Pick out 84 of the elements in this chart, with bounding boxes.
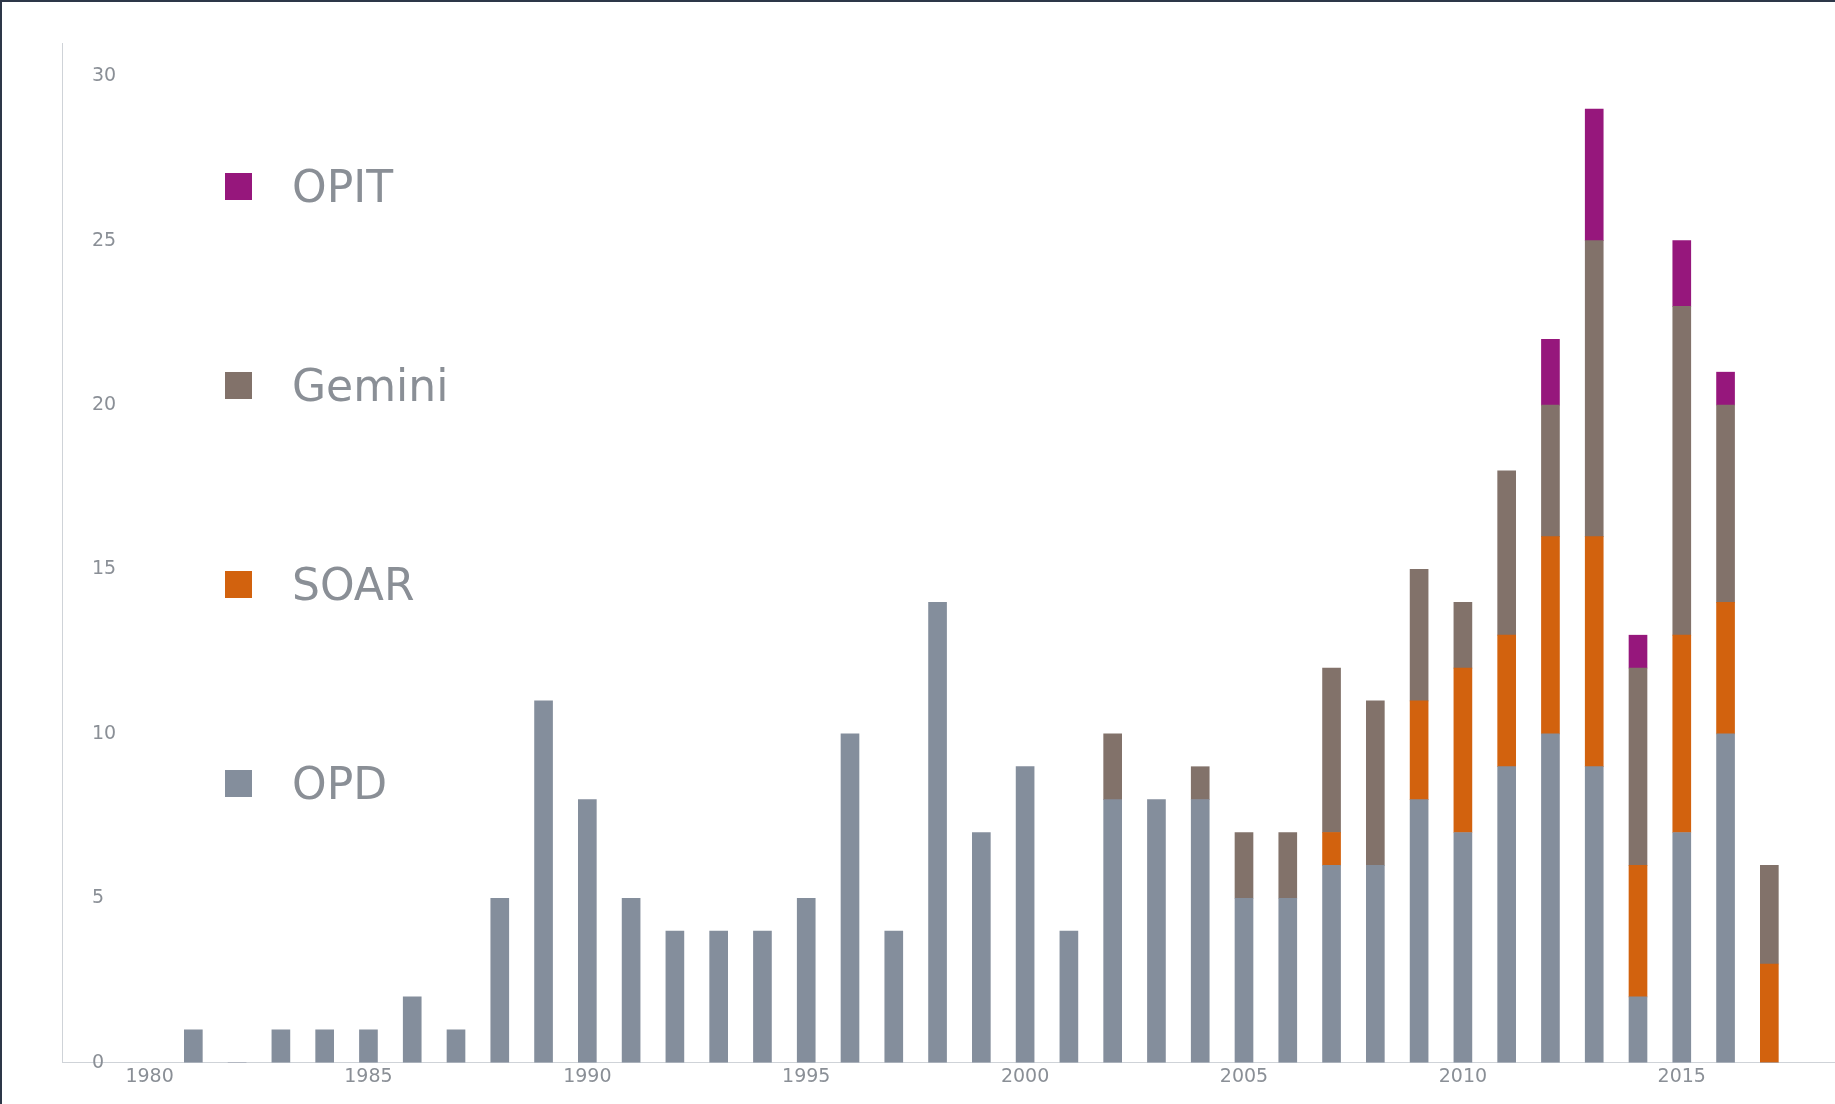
bar [1628, 634, 1648, 669]
bar [1541, 338, 1560, 406]
bar [1190, 766, 1210, 800]
y-tick-label: 30 [92, 63, 117, 86]
x-tick-label: 1980 [125, 1063, 174, 1086]
bar [1234, 897, 1254, 1063]
bar [621, 897, 641, 1063]
bar [1716, 601, 1735, 735]
bar [928, 601, 947, 1063]
bar [1409, 799, 1429, 1063]
bar [271, 1029, 291, 1063]
bar [1541, 404, 1560, 537]
bar [1103, 733, 1122, 800]
bar [490, 897, 510, 1063]
bar [1015, 766, 1035, 1063]
bar [1760, 963, 1779, 1063]
bar [840, 733, 860, 1063]
x-tick-label: 2005 [1219, 1063, 1269, 1086]
bar [1103, 799, 1122, 1063]
bar [1628, 865, 1648, 998]
bar [1453, 832, 1473, 1063]
bar [972, 832, 991, 1063]
bar [1497, 470, 1516, 636]
bar [402, 996, 422, 1063]
legend-label: SOAR [292, 559, 415, 611]
bar [315, 1029, 334, 1063]
bar [1760, 865, 1779, 965]
bar [446, 1029, 466, 1063]
bar [1234, 832, 1254, 899]
bar [1672, 634, 1692, 833]
bar [1584, 108, 1604, 241]
y-tick-label: 25 [92, 227, 117, 250]
x-tick-label: 1995 [782, 1063, 831, 1086]
bar [1322, 832, 1341, 866]
bar [1366, 865, 1385, 1063]
x-tick-label: 2000 [1000, 1063, 1050, 1086]
legend-label: OPD [292, 758, 388, 810]
bar [1278, 897, 1298, 1063]
legend-label: OPIT [292, 161, 394, 213]
bar [1584, 536, 1604, 768]
bar [1628, 996, 1648, 1063]
x-tick-label: 2010 [1438, 1063, 1488, 1086]
bar [1278, 832, 1298, 899]
bar [1672, 240, 1692, 307]
bar [578, 799, 597, 1063]
bar [1059, 930, 1079, 1063]
bar [1672, 306, 1692, 636]
x-tick-label: 1985 [344, 1063, 393, 1086]
bar [1584, 240, 1604, 537]
bar [665, 930, 685, 1063]
bar [1716, 404, 1735, 603]
bar [1716, 371, 1735, 406]
bar [1497, 766, 1516, 1063]
bar [1366, 700, 1385, 866]
bar [1541, 733, 1560, 1063]
bar [1453, 667, 1473, 833]
bar [1409, 569, 1429, 702]
x-tick-label: 2015 [1657, 1063, 1706, 1086]
bar [359, 1029, 378, 1063]
bar [1190, 799, 1210, 1063]
bar [709, 930, 728, 1063]
bar [1716, 733, 1735, 1063]
y-tick-label: 0 [92, 1049, 105, 1072]
bar [1147, 799, 1166, 1063]
y-tick-label: 15 [92, 556, 117, 579]
legend-label: Gemini [292, 360, 449, 412]
bar [1409, 700, 1429, 800]
bar [1584, 766, 1604, 1063]
bar [884, 930, 904, 1063]
bar [1322, 865, 1341, 1063]
y-tick-label: 5 [92, 885, 105, 908]
bar [534, 700, 553, 1063]
y-tick-label: 10 [92, 720, 117, 743]
bar [753, 930, 772, 1063]
y-tick-label: 20 [92, 391, 117, 414]
bar [1628, 667, 1648, 866]
bar [1453, 601, 1473, 669]
x-tick-label: 1990 [563, 1063, 612, 1086]
bar [1322, 667, 1341, 833]
bar [1541, 536, 1560, 735]
bar [184, 1029, 203, 1063]
bar [1497, 634, 1516, 768]
bar [1672, 832, 1692, 1063]
bar [796, 897, 816, 1063]
